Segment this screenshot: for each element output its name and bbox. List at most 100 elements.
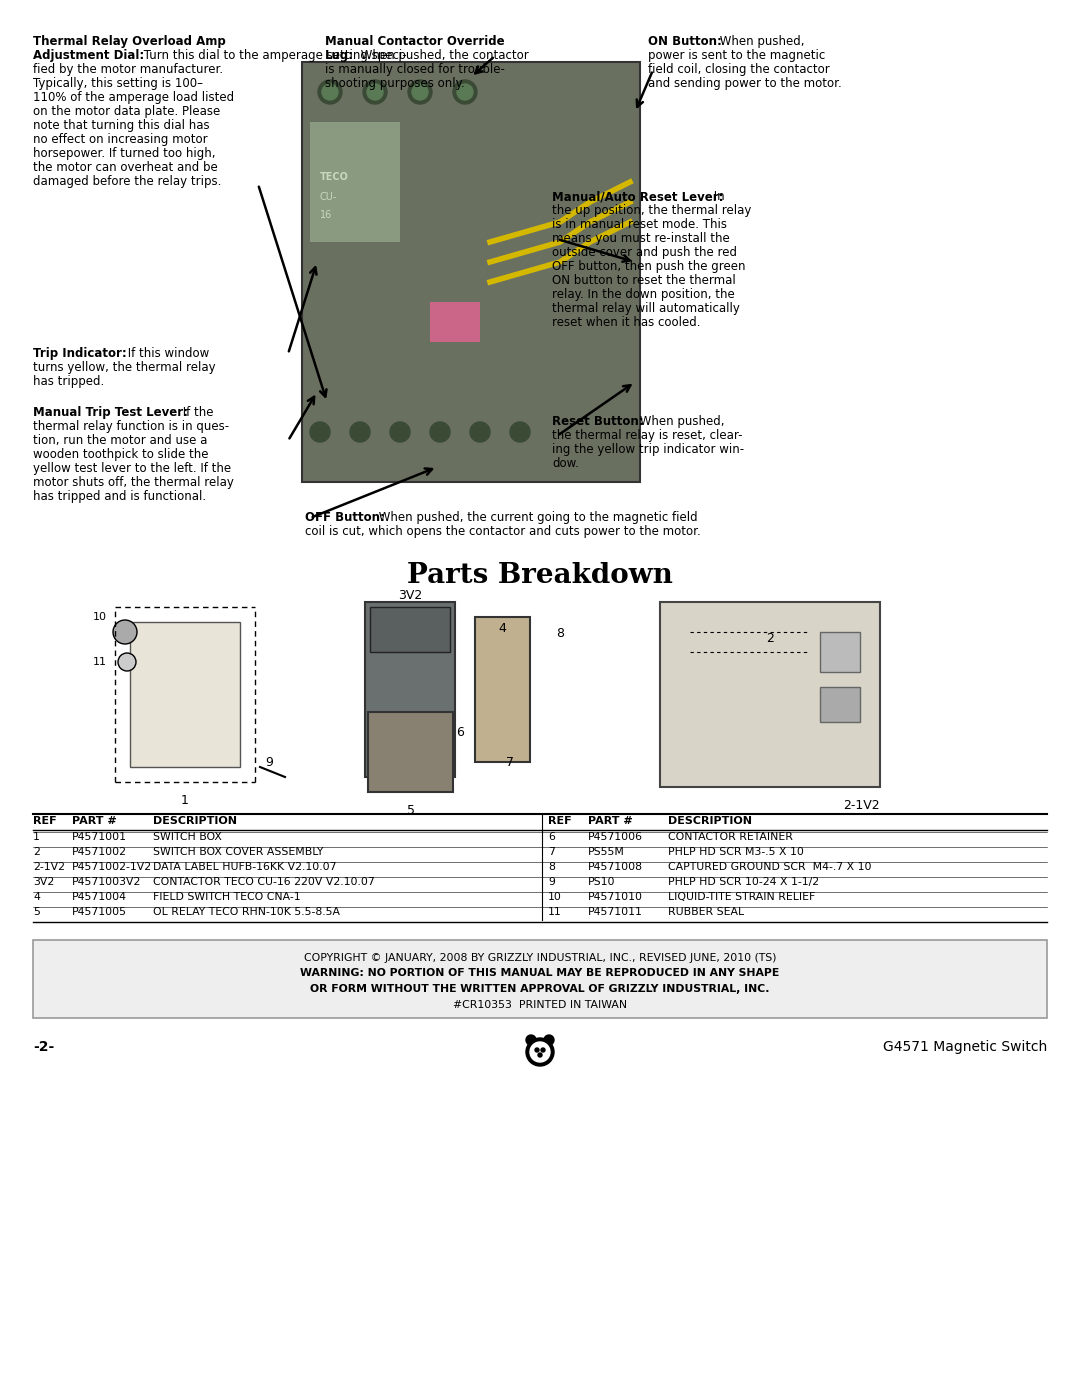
Text: 3V2: 3V2 (397, 590, 422, 602)
Text: If this window: If this window (124, 346, 210, 360)
Circle shape (318, 80, 342, 103)
Text: Manual Trip Test Lever:: Manual Trip Test Lever: (33, 405, 188, 419)
Text: P4571005: P4571005 (72, 907, 127, 916)
Text: When pushed, the current going to the magnetic field: When pushed, the current going to the ma… (375, 511, 698, 524)
Text: 1: 1 (181, 793, 189, 807)
Bar (33, 940, 1047, 1018)
Bar (820, 687, 860, 722)
Text: Reset Button:: Reset Button: (552, 415, 644, 427)
Bar (660, 602, 880, 787)
Text: horsepower. If turned too high,: horsepower. If turned too high, (33, 147, 216, 161)
Text: 2: 2 (33, 847, 40, 856)
Text: FIELD SWITCH TECO CNA-1: FIELD SWITCH TECO CNA-1 (153, 893, 300, 902)
Circle shape (390, 422, 410, 441)
Text: PHLP HD SCR M3-.5 X 10: PHLP HD SCR M3-.5 X 10 (669, 847, 804, 856)
Text: 5: 5 (33, 907, 40, 916)
Text: note that turning this dial has: note that turning this dial has (33, 119, 210, 131)
Text: no effect on increasing motor: no effect on increasing motor (33, 133, 207, 147)
Text: Trip Indicator:: Trip Indicator: (33, 346, 126, 360)
Text: 2-1V2: 2-1V2 (843, 799, 880, 812)
Text: has tripped and is functional.: has tripped and is functional. (33, 490, 206, 503)
Text: 6: 6 (548, 833, 555, 842)
Circle shape (470, 422, 490, 441)
Text: TECO: TECO (320, 172, 349, 182)
Text: motor shuts off, the thermal relay: motor shuts off, the thermal relay (33, 476, 234, 489)
Text: power is sent to the magnetic: power is sent to the magnetic (648, 49, 825, 61)
Text: dow.: dow. (552, 457, 579, 469)
Text: DESCRIPTION: DESCRIPTION (669, 816, 752, 826)
Text: SWITCH BOX: SWITCH BOX (153, 833, 221, 842)
Text: is manually closed for trouble-: is manually closed for trouble- (325, 63, 504, 75)
Circle shape (510, 422, 530, 441)
Text: PART #: PART # (588, 816, 633, 826)
Text: 10: 10 (93, 612, 107, 622)
Text: P4571004: P4571004 (72, 893, 127, 902)
Text: thermal relay will automatically: thermal relay will automatically (552, 302, 740, 314)
Text: 9: 9 (548, 877, 555, 887)
Text: In: In (710, 190, 725, 203)
Text: OFF button, then push the green: OFF button, then push the green (552, 260, 745, 272)
Text: REF: REF (548, 816, 571, 826)
Text: OFF Button:: OFF Button: (305, 511, 384, 524)
Text: shooting purposes only.: shooting purposes only. (325, 77, 464, 89)
Text: P4571002: P4571002 (72, 847, 127, 856)
Text: Turn this dial to the amperage setting speci-: Turn this dial to the amperage setting s… (140, 49, 407, 61)
Text: G4571 Magnetic Switch: G4571 Magnetic Switch (882, 1039, 1047, 1053)
Text: P4571003V2: P4571003V2 (72, 877, 141, 887)
Text: PHLP HD SCR 10-24 X 1-1/2: PHLP HD SCR 10-24 X 1-1/2 (669, 877, 819, 887)
Text: PS55M: PS55M (588, 847, 625, 856)
Bar (302, 61, 640, 482)
Text: 8: 8 (556, 627, 564, 640)
Text: Parts Breakdown: Parts Breakdown (407, 562, 673, 590)
Text: CONTACTOR RETAINER: CONTACTOR RETAINER (669, 833, 793, 842)
Text: LIQUID-TITE STRAIN RELIEF: LIQUID-TITE STRAIN RELIEF (669, 893, 815, 902)
Circle shape (544, 1035, 554, 1045)
Text: Thermal Relay Overload Amp: Thermal Relay Overload Amp (33, 35, 226, 47)
Text: coil is cut, which opens the contactor and cuts power to the motor.: coil is cut, which opens the contactor a… (305, 525, 701, 538)
Text: WARNING: NO PORTION OF THIS MANUAL MAY BE REPRODUCED IN ANY SHAPE: WARNING: NO PORTION OF THIS MANUAL MAY B… (300, 968, 780, 978)
Text: -2-: -2- (33, 1039, 54, 1053)
Text: 9: 9 (265, 756, 273, 768)
Circle shape (310, 422, 330, 441)
Text: the up position, the thermal relay: the up position, the thermal relay (552, 204, 752, 217)
Text: wooden toothpick to slide the: wooden toothpick to slide the (33, 448, 208, 461)
Text: OR FORM WITHOUT THE WRITTEN APPROVAL OF GRIZZLY INDUSTRIAL, INC.: OR FORM WITHOUT THE WRITTEN APPROVAL OF … (310, 983, 770, 995)
Text: RUBBER SEAL: RUBBER SEAL (669, 907, 744, 916)
Text: Typically, this setting is 100–: Typically, this setting is 100– (33, 77, 203, 89)
Text: P4571010: P4571010 (588, 893, 643, 902)
Circle shape (411, 84, 428, 101)
Text: P4571001: P4571001 (72, 833, 127, 842)
Text: 11: 11 (93, 657, 107, 666)
Circle shape (113, 620, 137, 644)
Text: DESCRIPTION: DESCRIPTION (153, 816, 237, 826)
Text: reset when it has cooled.: reset when it has cooled. (552, 316, 701, 330)
Text: P4571006: P4571006 (588, 833, 643, 842)
Text: Lug:: Lug: (325, 49, 354, 61)
Text: relay. In the down position, the: relay. In the down position, the (552, 288, 734, 300)
Text: 6: 6 (456, 725, 464, 739)
Text: damaged before the relay trips.: damaged before the relay trips. (33, 175, 221, 189)
Text: yellow test lever to the left. If the: yellow test lever to the left. If the (33, 462, 231, 475)
Circle shape (363, 80, 387, 103)
Bar (475, 617, 530, 761)
Text: 10: 10 (548, 893, 562, 902)
Text: Manual/Auto Reset Lever:: Manual/Auto Reset Lever: (552, 190, 724, 203)
Text: fied by the motor manufacturer.: fied by the motor manufacturer. (33, 63, 224, 75)
Text: 8: 8 (548, 862, 555, 872)
Text: DATA LABEL HUFB-16KK V2.10.07: DATA LABEL HUFB-16KK V2.10.07 (153, 862, 337, 872)
Text: has tripped.: has tripped. (33, 374, 105, 388)
Text: 4: 4 (499, 622, 507, 636)
Text: When pushed,: When pushed, (636, 415, 725, 427)
Text: 7: 7 (507, 756, 514, 768)
Text: #CR10353  PRINTED IN TAIWAN: #CR10353 PRINTED IN TAIWAN (453, 999, 627, 1010)
Text: 1: 1 (33, 833, 40, 842)
Text: the thermal relay is reset, clear-: the thermal relay is reset, clear- (552, 429, 743, 441)
Circle shape (430, 422, 450, 441)
Text: OL RELAY TECO RHN-10K 5.5-8.5A: OL RELAY TECO RHN-10K 5.5-8.5A (153, 907, 340, 916)
Text: 2-1V2: 2-1V2 (33, 862, 65, 872)
Text: ON button to reset the thermal: ON button to reset the thermal (552, 274, 735, 286)
Circle shape (541, 1048, 545, 1052)
Text: CAPTURED GROUND SCR  M4-.7 X 10: CAPTURED GROUND SCR M4-.7 X 10 (669, 862, 872, 872)
Text: outside cover and push the red: outside cover and push the red (552, 246, 737, 258)
Bar (310, 122, 400, 242)
